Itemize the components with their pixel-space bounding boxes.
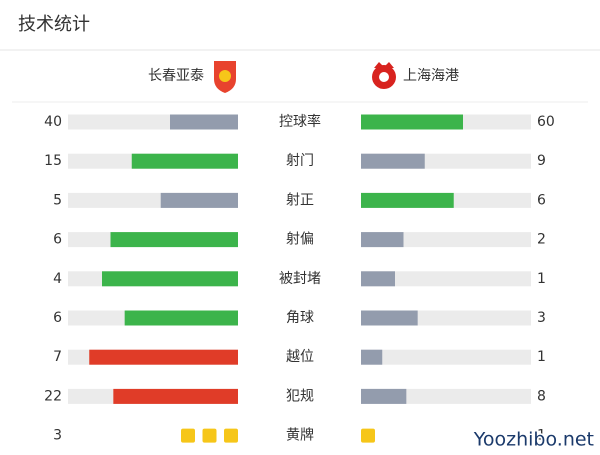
home-value: 15: [44, 153, 62, 169]
home-bar: [170, 114, 238, 130]
away-value: 1: [537, 349, 546, 365]
stat-label: 黄牌: [286, 427, 314, 444]
stat-label: 犯规: [286, 388, 314, 404]
away-bar: [361, 271, 395, 287]
away-bar: [361, 153, 425, 169]
home-value: 6: [53, 232, 62, 248]
away-value: 6: [537, 192, 546, 208]
home-bar: [89, 349, 238, 365]
away-track: [361, 271, 531, 287]
home-bar: [131, 153, 238, 169]
away-bar: [361, 310, 418, 326]
home-bar: [110, 232, 238, 248]
home-card: [181, 428, 195, 443]
home-value: 6: [53, 310, 62, 326]
away-value: 60: [537, 114, 555, 130]
home-value: 7: [53, 349, 62, 365]
stat-label: 射门: [286, 153, 314, 169]
home-card: [202, 428, 217, 443]
away-value: 9: [537, 153, 546, 169]
home-value: 4: [53, 271, 62, 287]
stat-label: 越位: [286, 349, 314, 365]
away-bar: [361, 232, 404, 248]
home-team: 长春亚泰: [148, 68, 204, 84]
away-value: 1: [537, 428, 546, 444]
home-value: 5: [53, 192, 62, 208]
away-bar: [361, 114, 463, 130]
home-bar: [124, 310, 238, 326]
away-card: [361, 428, 375, 443]
away-value: 2: [537, 232, 546, 248]
away-bar: [361, 388, 407, 404]
home-value: 22: [44, 388, 62, 404]
stat-label: 角球: [286, 310, 314, 326]
home-bar: [113, 388, 238, 404]
away-bar: [361, 192, 454, 208]
away-value: 3: [537, 310, 546, 326]
title: 技术统计: [18, 14, 90, 35]
home-value: 3: [53, 428, 62, 444]
away-track: [361, 349, 531, 365]
home-logo: [214, 61, 236, 93]
home-bar: [102, 271, 238, 287]
stat-label: 射正: [286, 192, 314, 208]
away-bar: [361, 349, 383, 365]
away-value: 1: [537, 271, 546, 287]
away-logo: [372, 62, 396, 89]
home-card: [224, 428, 238, 443]
away-value: 8: [537, 388, 546, 404]
home-value: 40: [44, 114, 62, 130]
away-team: 上海海港: [403, 68, 459, 84]
home-bar: [160, 192, 238, 208]
stat-label: 被封堵: [279, 271, 321, 287]
stat-label: 控球率: [279, 113, 321, 130]
watermark: Yoozhibo.net: [473, 429, 594, 451]
stat-label: 射偏: [286, 232, 314, 248]
